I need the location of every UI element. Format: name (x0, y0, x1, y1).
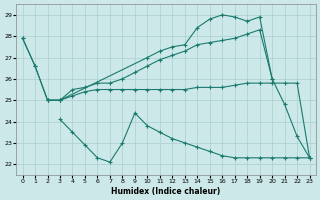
X-axis label: Humidex (Indice chaleur): Humidex (Indice chaleur) (111, 187, 221, 196)
